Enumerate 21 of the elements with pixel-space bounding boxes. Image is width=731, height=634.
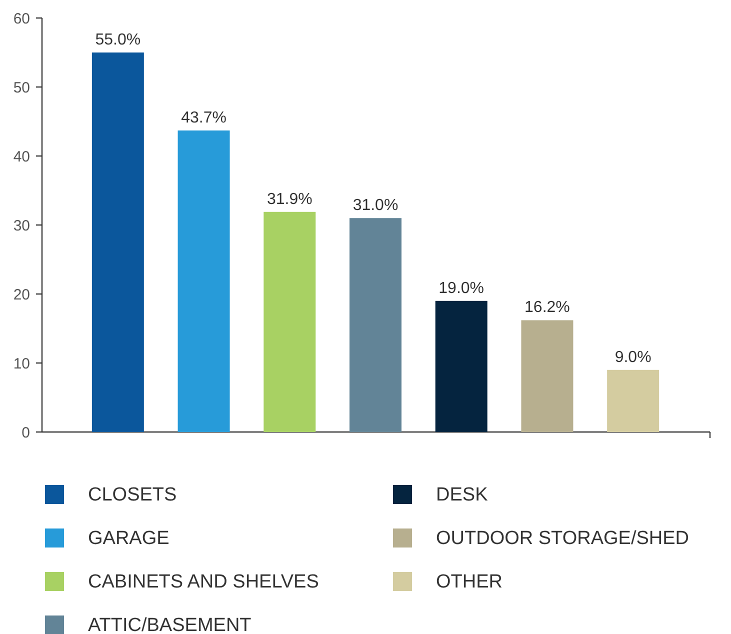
y-tick-label: 30 [13,217,30,234]
data-label: 16.2% [524,299,570,316]
y-tick-label: 50 [13,79,30,96]
legend-label: DESK [436,484,488,506]
data-label: 9.0% [614,348,652,366]
legend-label: CABINETS AND SHELVES [88,572,319,593]
data-label: 19.0% [438,280,484,297]
legend-label: OTHER [436,572,502,593]
y-tick-label: 10 [13,355,30,372]
data-label: 55.0% [95,32,141,48]
data-label: 31.9% [266,190,312,208]
y-tick-label: 20 [13,286,30,304]
y-tick-label: 0 [22,424,30,442]
data-label: 31.0% [352,197,398,214]
legend-label: CLOSETS [88,484,177,506]
y-tick-label: 40 [13,148,30,166]
data-label: 43.7% [181,109,226,126]
y-tick-label: 60 [13,10,30,28]
legend-label: ATTIC/BASEMENT [88,615,252,634]
legend-label: GARAGE [88,528,170,550]
legend-label: OUTDOOR STORAGE/SHED [436,528,690,550]
